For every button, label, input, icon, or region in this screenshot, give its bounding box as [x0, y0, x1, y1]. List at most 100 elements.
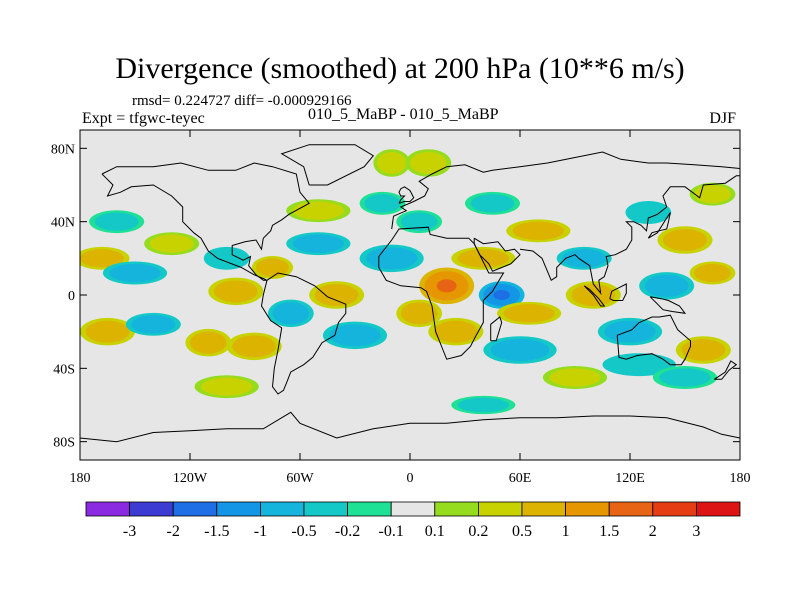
field-blob-core — [694, 263, 731, 283]
field-blob-peak — [436, 279, 457, 293]
field-blob-core — [314, 284, 359, 306]
colorbar-box — [477, 501, 523, 517]
colorbar-box — [608, 501, 654, 517]
field-blob-core — [329, 324, 381, 347]
coastline — [391, 151, 740, 230]
field-blob-core — [400, 302, 438, 325]
field-background — [80, 130, 740, 460]
field-blob-core — [433, 320, 478, 343]
colorbar-box — [434, 501, 479, 517]
colorbar-label: -0.1 — [379, 523, 404, 540]
field-blob-core — [256, 258, 289, 277]
field-blob-core — [85, 320, 130, 343]
x-tick-label: 180 — [730, 471, 751, 486]
colorbar-box — [521, 501, 566, 517]
field-blob-core — [410, 152, 447, 174]
coastline — [609, 283, 627, 301]
field-blob-core — [149, 234, 194, 253]
field-blob-core — [213, 280, 258, 303]
coastline — [473, 237, 521, 272]
y-tick-label: 40N — [51, 216, 75, 231]
coastline — [101, 162, 310, 281]
stats-line: rmsd= 0.224727 diff= -0.000929166 — [132, 93, 352, 109]
runs-label: 010_5_MaBP - 010_5_MaBP — [308, 106, 499, 123]
x-tick-label: 0 — [407, 471, 414, 486]
x-tick-label: 180 — [70, 471, 91, 486]
colorbar-box — [85, 501, 130, 517]
colorbar-box — [390, 501, 436, 517]
colorbar-label: 0.1 — [425, 523, 445, 540]
field-blob-core — [503, 304, 555, 323]
field-blob-core — [562, 249, 607, 268]
field-blob-core — [659, 368, 711, 387]
colorbar-box — [303, 501, 348, 517]
y-tick-label: 80N — [51, 142, 75, 157]
coastline — [378, 226, 505, 360]
colorbar-label: -1.5 — [204, 523, 229, 540]
field-blob-core — [490, 339, 550, 361]
coastline — [519, 175, 740, 295]
coastline — [490, 316, 503, 342]
x-tick-label: 60W — [286, 471, 314, 486]
field-blob-core — [400, 212, 438, 231]
coastline — [280, 144, 375, 186]
y-tick-label: 80S — [53, 436, 75, 451]
coastline — [398, 186, 415, 204]
colorbar-label: -0.2 — [335, 523, 360, 540]
colorbar-label: -0.5 — [291, 523, 316, 540]
colorbar-label: 2 — [649, 523, 657, 540]
expt-label: Expt = tfgwc-teyec — [82, 110, 205, 127]
field-blob-core — [470, 194, 515, 213]
chart-title: Divergence (smoothed) at 200 hPa (10**6 … — [115, 52, 685, 85]
y-tick-label: 40S — [53, 362, 75, 377]
field-blob-peak — [493, 290, 510, 300]
x-tick-label: 60E — [509, 471, 532, 486]
field-blob-core — [94, 212, 139, 231]
colorbar-label: 1.5 — [599, 523, 619, 540]
x-tick-label: 120E — [615, 471, 645, 486]
coastline-layer — [80, 144, 740, 443]
field-blob-core — [208, 249, 246, 268]
y-tick-label: 0 — [68, 289, 75, 304]
colorbar-label: 3 — [692, 523, 700, 540]
colorbar-label: 1 — [562, 523, 570, 540]
coastline — [80, 411, 740, 443]
season-label: DJF — [709, 110, 736, 127]
field-blob-core — [644, 274, 689, 297]
colorbar-box — [696, 501, 741, 517]
coastline — [616, 314, 691, 366]
field-blob-core — [457, 397, 510, 413]
coastline — [583, 285, 606, 307]
field-blob-core — [131, 315, 176, 334]
coastline — [649, 296, 687, 314]
colorbar-box — [347, 501, 392, 517]
colorbar-box — [259, 501, 305, 517]
colorbar-box — [172, 501, 218, 517]
field-blob-core — [512, 221, 564, 240]
field-blob-core — [232, 335, 277, 358]
colorbar-label: -3 — [123, 523, 136, 540]
colorbar-label: -1 — [254, 523, 267, 540]
field-blob-core — [694, 185, 731, 204]
field-blob-core — [201, 377, 253, 396]
colorbar-box — [216, 501, 261, 517]
field-blob-core — [366, 247, 418, 270]
field-blob-core — [681, 339, 726, 361]
field-blob-core — [272, 302, 310, 325]
coastline — [714, 360, 738, 380]
x-tick-label: 120W — [173, 471, 208, 486]
field-blob-core — [109, 263, 161, 283]
field-blob-core — [377, 152, 407, 174]
field-blob-core — [549, 368, 601, 387]
field-blob-core — [364, 194, 401, 213]
colorbar-label: 0.5 — [512, 523, 532, 540]
coastline — [647, 212, 671, 239]
field-blob-core — [609, 355, 669, 374]
field-blob-core — [292, 234, 345, 253]
colorbar-label: -2 — [167, 523, 180, 540]
field-blob-core — [604, 320, 656, 343]
field-blob-core — [80, 249, 124, 268]
field-blob-core — [630, 203, 667, 222]
colorbar-label: 0.2 — [468, 523, 488, 540]
